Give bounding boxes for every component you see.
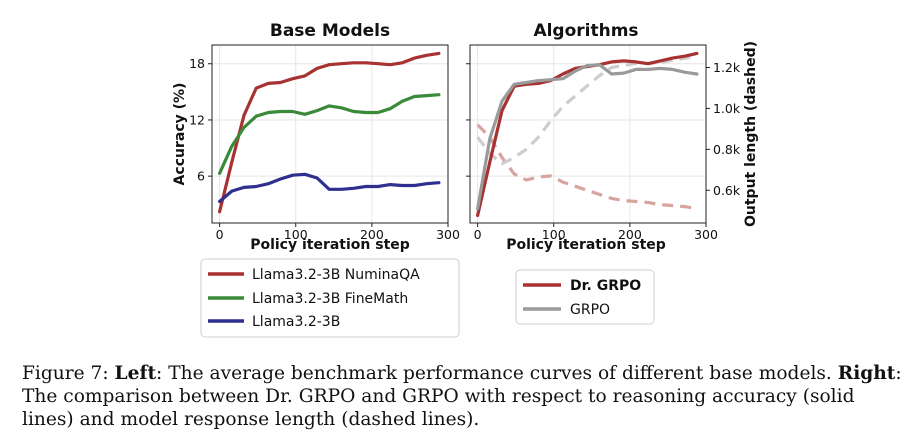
left-ytick-label-12: 12: [189, 112, 205, 127]
legend-label-llama: Llama3.2-3B: [252, 314, 340, 330]
caption-right-text: : The comparison between Dr. GRPO and GR…: [22, 363, 902, 430]
caption-left-label: Left: [114, 363, 157, 384]
right-ticks: 0 100 200 300 0.6k 0.8k 1.0k 1.2k: [466, 60, 741, 242]
right-xtick-label-300: 300: [694, 227, 718, 242]
right-y-axis-label: Output length (dashed): [743, 41, 759, 227]
right-series-line-1: [476, 63, 699, 211]
left-x-axis-label: Policy iteration step: [250, 237, 410, 253]
right-series-lines: [476, 51, 699, 218]
right-ytick-label-600: 0.6k: [713, 183, 741, 198]
right-xtick-label-100: 100: [542, 227, 566, 242]
figure-caption: Figure 7: Left: The average benchmark pe…: [22, 362, 912, 431]
right-xtick-label-0: 0: [474, 227, 482, 242]
left-series-lines: [218, 51, 441, 214]
left-ticks: 0 100 200 300 6 12 18: [189, 56, 460, 242]
left-xtick-label-300: 300: [436, 227, 460, 242]
legend-label-numinaqa: Llama3.2-3B NuminaQA: [252, 267, 420, 283]
left-xtick-label-100: 100: [284, 227, 308, 242]
legend-label-dr-grpo: Dr. GRPO: [570, 278, 641, 294]
left-ytick-label-6: 6: [197, 169, 205, 184]
left-xtick-label-0: 0: [216, 227, 224, 242]
left-grid: [212, 45, 449, 223]
right-ytick-label-800: 0.8k: [713, 142, 741, 157]
left-y-axis-label: Accuracy (%): [172, 83, 188, 186]
right-series-line-2: [476, 123, 698, 211]
caption-figure-label: Figure 7:: [22, 363, 109, 384]
left-legend: Llama3.2-3B NuminaQA Llama3.2-3B FineMat…: [200, 258, 460, 338]
figure-canvas: Base Models 0 100 200 300 6 12 18 Policy itera…: [172, 21, 759, 338]
left-chart-title: Base Models: [270, 21, 390, 41]
caption-right-label: Right: [837, 363, 896, 384]
left-series-line-0: [218, 51, 441, 214]
right-chart-title: Algorithms: [533, 21, 638, 41]
right-chart: Algorithms 0 100 200 300 0.6k 0.8k 1.0k 1.2k Po…: [466, 21, 759, 253]
left-plot-frame: [211, 44, 449, 224]
right-xtick-label-200: 200: [618, 227, 642, 242]
left-series-line-1: [218, 93, 441, 175]
right-grid: [470, 45, 707, 223]
caption-left-text: : The average benchmark performance curv…: [156, 363, 832, 384]
right-plot-frame: [469, 44, 707, 224]
right-series-line-3: [476, 54, 698, 166]
left-chart: Base Models 0 100 200 300 6 12 18 Policy itera…: [172, 21, 460, 253]
legend-label-grpo: GRPO: [570, 302, 610, 318]
left-xtick-label-200: 200: [360, 227, 384, 242]
right-series-line-0: [476, 51, 699, 218]
left-series-line-2: [218, 172, 441, 204]
legend-label-finemath: Llama3.2-3B FineMath: [252, 291, 408, 307]
right-legend: Dr. GRPO GRPO: [515, 269, 655, 325]
left-ytick-label-18: 18: [189, 56, 205, 71]
right-x-axis-label: Policy iteration step: [506, 237, 666, 253]
right-ytick-label-1200: 1.2k: [713, 60, 741, 75]
right-ytick-label-1000: 1.0k: [713, 101, 741, 116]
left-legend-frame: [200, 258, 460, 338]
